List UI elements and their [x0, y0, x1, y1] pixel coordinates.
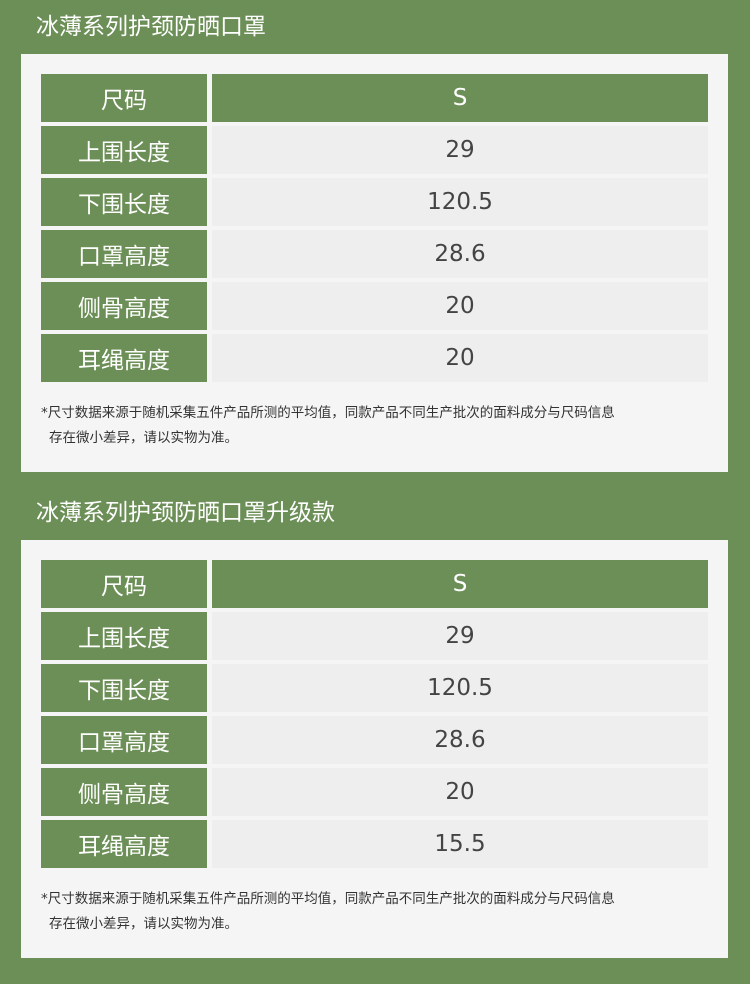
row-value: 29: [212, 126, 708, 174]
header-label: 尺码: [41, 560, 207, 608]
row-label: 耳绳高度: [41, 820, 207, 868]
table-row: 耳绳高度 15.5: [41, 820, 708, 868]
table-row: 口罩高度 28.6: [41, 716, 708, 764]
table-row: 耳绳高度 20: [41, 334, 708, 382]
row-label: 下围长度: [41, 664, 207, 712]
header-label: 尺码: [41, 74, 207, 122]
row-value: 28.6: [212, 716, 708, 764]
row-value: 15.5: [212, 820, 708, 868]
row-label: 上围长度: [41, 126, 207, 174]
table-row: 上围长度 29: [41, 126, 708, 174]
footnote-line-2: 存在微小差异，请以实物为准。: [49, 430, 238, 446]
row-label: 下围长度: [41, 178, 207, 226]
row-value: 120.5: [212, 178, 708, 226]
footnote: *尺寸数据来源于随机采集五件产品所测的平均值，同款产品不同生产批次的面料成分与尺…: [41, 401, 721, 451]
footnote-line-1: *尺寸数据来源于随机采集五件产品所测的平均值，同款产品不同生产批次的面料成分与尺…: [41, 405, 615, 421]
size-chart-panel: 尺码 S 上围长度 29 下围长度 120.5 口罩高度 28.6 侧骨高度 2…: [21, 54, 728, 472]
size-chart-panel: 尺码 S 上围长度 29 下围长度 120.5 口罩高度 28.6 侧骨高度 2…: [21, 540, 728, 958]
table-row: 口罩高度 28.6: [41, 230, 708, 278]
footnote-line-1: *尺寸数据来源于随机采集五件产品所测的平均值，同款产品不同生产批次的面料成分与尺…: [41, 891, 615, 907]
table-header-row: 尺码 S: [41, 560, 708, 608]
section-title: 冰薄系列护颈防晒口罩: [36, 14, 266, 40]
footnote-line-2: 存在微小差异，请以实物为准。: [49, 916, 238, 932]
row-value: 28.6: [212, 230, 708, 278]
row-label: 上围长度: [41, 612, 207, 660]
row-label: 耳绳高度: [41, 334, 207, 382]
section-title: 冰薄系列护颈防晒口罩升级款: [36, 500, 335, 526]
header-size: S: [212, 560, 708, 608]
row-value: 29: [212, 612, 708, 660]
table-row: 下围长度 120.5: [41, 178, 708, 226]
row-label: 口罩高度: [41, 716, 207, 764]
table-row: 上围长度 29: [41, 612, 708, 660]
table-row: 下围长度 120.5: [41, 664, 708, 712]
row-label: 侧骨高度: [41, 768, 207, 816]
table-header-row: 尺码 S: [41, 74, 708, 122]
row-value: 20: [212, 282, 708, 330]
row-value: 20: [212, 334, 708, 382]
row-label: 侧骨高度: [41, 282, 207, 330]
header-size: S: [212, 74, 708, 122]
footnote: *尺寸数据来源于随机采集五件产品所测的平均值，同款产品不同生产批次的面料成分与尺…: [41, 887, 721, 937]
size-table: 尺码 S 上围长度 29 下围长度 120.5 口罩高度 28.6 侧骨高度 2…: [41, 74, 708, 382]
row-value: 20: [212, 768, 708, 816]
row-label: 口罩高度: [41, 230, 207, 278]
size-table: 尺码 S 上围长度 29 下围长度 120.5 口罩高度 28.6 侧骨高度 2…: [41, 560, 708, 868]
table-row: 侧骨高度 20: [41, 768, 708, 816]
row-value: 120.5: [212, 664, 708, 712]
table-row: 侧骨高度 20: [41, 282, 708, 330]
